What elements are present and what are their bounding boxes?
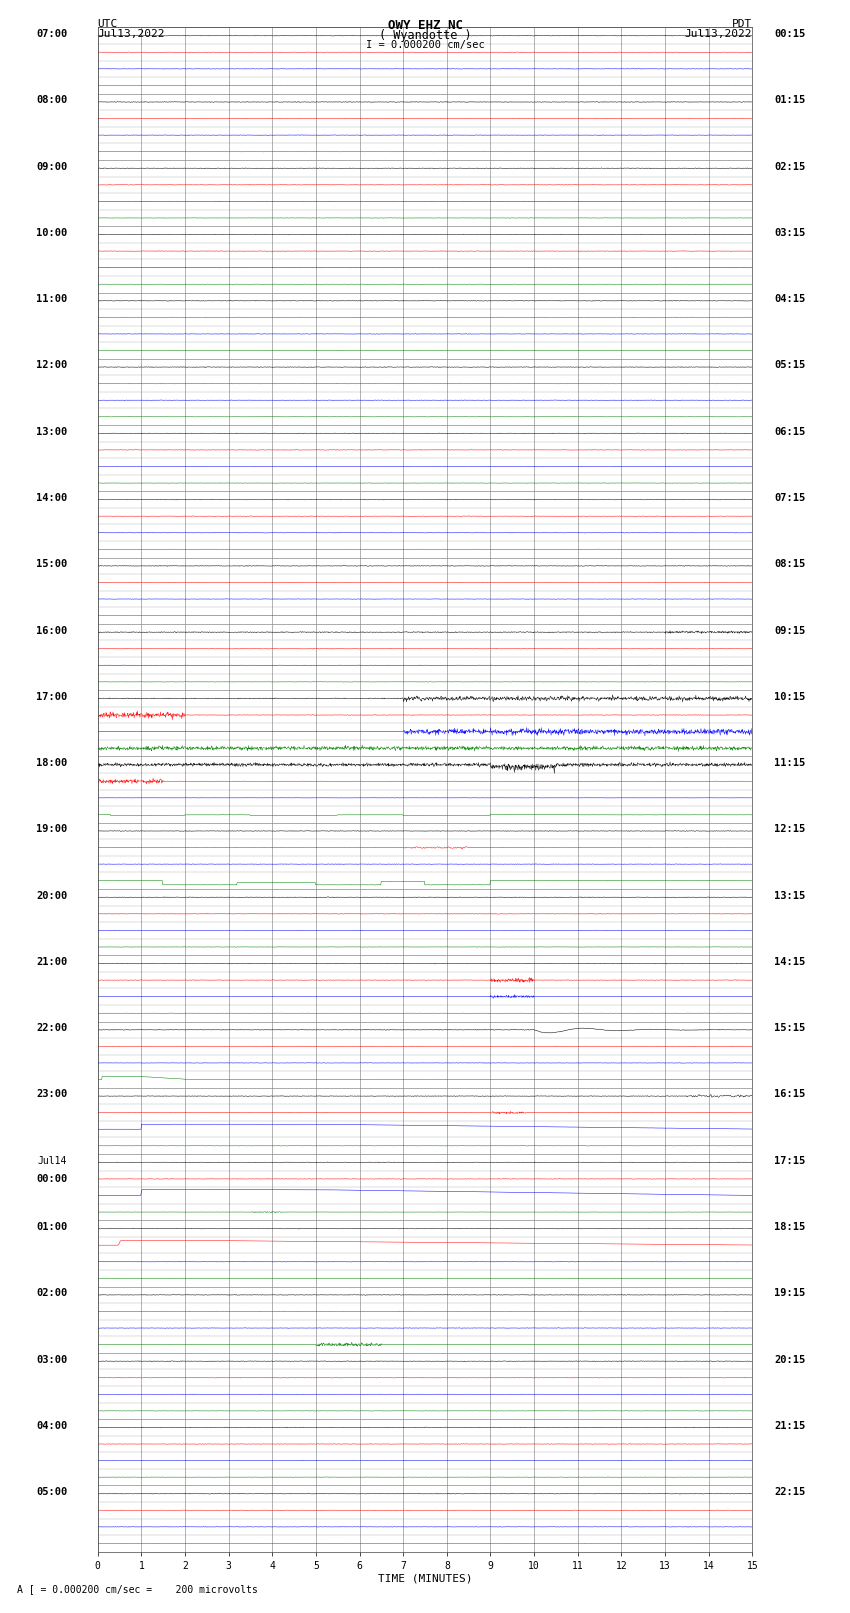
Text: 05:15: 05:15 — [774, 360, 805, 371]
Text: 04:15: 04:15 — [774, 294, 805, 305]
Text: 02:00: 02:00 — [36, 1289, 67, 1298]
Text: 09:15: 09:15 — [774, 626, 805, 636]
Text: 08:00: 08:00 — [36, 95, 67, 105]
Text: 17:15: 17:15 — [774, 1157, 805, 1166]
Text: 07:00: 07:00 — [36, 29, 67, 39]
Text: I = 0.000200 cm/sec: I = 0.000200 cm/sec — [366, 40, 484, 50]
Text: 11:00: 11:00 — [36, 294, 67, 305]
Text: 16:15: 16:15 — [774, 1089, 805, 1100]
Text: 18:15: 18:15 — [774, 1223, 805, 1232]
Text: 01:00: 01:00 — [36, 1223, 67, 1232]
Text: 23:00: 23:00 — [36, 1089, 67, 1100]
Text: 10:15: 10:15 — [774, 692, 805, 702]
Text: 03:00: 03:00 — [36, 1355, 67, 1365]
Text: PDT: PDT — [732, 19, 752, 29]
Text: 14:15: 14:15 — [774, 957, 805, 966]
Text: 20:15: 20:15 — [774, 1355, 805, 1365]
Text: 02:15: 02:15 — [774, 161, 805, 171]
Text: 06:15: 06:15 — [774, 427, 805, 437]
Text: Jul14: Jul14 — [38, 1157, 67, 1166]
Text: 15:00: 15:00 — [36, 560, 67, 569]
Text: 21:15: 21:15 — [774, 1421, 805, 1431]
Text: 05:00: 05:00 — [36, 1487, 67, 1497]
Text: 22:15: 22:15 — [774, 1487, 805, 1497]
Text: 12:15: 12:15 — [774, 824, 805, 834]
Text: 12:00: 12:00 — [36, 360, 67, 371]
Text: Jul13,2022: Jul13,2022 — [98, 29, 165, 39]
Text: 04:00: 04:00 — [36, 1421, 67, 1431]
Text: Jul13,2022: Jul13,2022 — [685, 29, 752, 39]
Text: 00:00: 00:00 — [36, 1174, 67, 1184]
Text: A [ = 0.000200 cm/sec =    200 microvolts: A [ = 0.000200 cm/sec = 200 microvolts — [17, 1584, 258, 1594]
Text: 21:00: 21:00 — [36, 957, 67, 966]
Text: 01:15: 01:15 — [774, 95, 805, 105]
Text: 15:15: 15:15 — [774, 1023, 805, 1034]
Text: ( Wyandotte ): ( Wyandotte ) — [379, 29, 471, 42]
Text: 16:00: 16:00 — [36, 626, 67, 636]
Text: 11:15: 11:15 — [774, 758, 805, 768]
Text: 17:00: 17:00 — [36, 692, 67, 702]
Text: 03:15: 03:15 — [774, 227, 805, 237]
Text: 00:15: 00:15 — [774, 29, 805, 39]
Text: 20:00: 20:00 — [36, 890, 67, 900]
Text: UTC: UTC — [98, 19, 118, 29]
Text: 22:00: 22:00 — [36, 1023, 67, 1034]
Text: OWY EHZ NC: OWY EHZ NC — [388, 19, 462, 32]
Text: 09:00: 09:00 — [36, 161, 67, 171]
Text: 07:15: 07:15 — [774, 494, 805, 503]
Text: 18:00: 18:00 — [36, 758, 67, 768]
Text: 13:15: 13:15 — [774, 890, 805, 900]
Text: 10:00: 10:00 — [36, 227, 67, 237]
Text: 08:15: 08:15 — [774, 560, 805, 569]
Text: 13:00: 13:00 — [36, 427, 67, 437]
Text: 19:15: 19:15 — [774, 1289, 805, 1298]
Text: 19:00: 19:00 — [36, 824, 67, 834]
X-axis label: TIME (MINUTES): TIME (MINUTES) — [377, 1574, 473, 1584]
Text: 14:00: 14:00 — [36, 494, 67, 503]
